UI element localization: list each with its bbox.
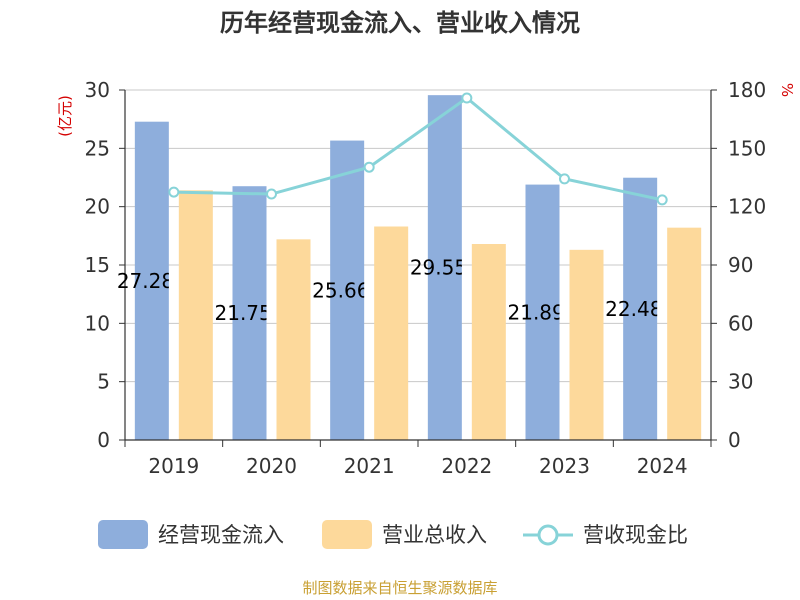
line-point [559, 173, 570, 185]
y-right-tick-label: 0 [728, 428, 741, 452]
value-label: 29.558 [410, 256, 480, 280]
y-left-tick-label: 0 [97, 428, 110, 452]
y-right-tick-label: 150 [728, 136, 766, 160]
line-point [363, 161, 375, 173]
bar-series-1 [330, 140, 365, 440]
y-left-unit-label: (亿元) [56, 95, 74, 137]
value-label: 21.753 [215, 301, 285, 325]
x-tick-label: 2020 [246, 454, 297, 478]
line-point [656, 194, 668, 206]
line-layer [168, 92, 668, 206]
x-tick-label: 2024 [637, 454, 688, 478]
y-right-tick-label: 120 [728, 195, 766, 219]
legend: 经营现金流入 营业总收入 营收现金比 [98, 520, 688, 549]
bar-series-1 [623, 177, 658, 440]
y-right-tick-label: 30 [728, 370, 753, 394]
x-tick-label: 2022 [441, 454, 492, 478]
legend-swatch-series-2 [322, 520, 372, 549]
source-note: 制图数据来自恒生聚源数据库 [302, 579, 497, 597]
legend-item-series-3[interactable]: 营收现金比 [523, 523, 688, 547]
y-left-tick-label: 30 [85, 78, 110, 102]
line-point [266, 188, 277, 200]
x-tick-label: 2021 [344, 454, 395, 478]
bar-series-2 [178, 190, 213, 440]
bar-series-2 [569, 249, 604, 440]
y-right-unit-label: % [778, 83, 796, 97]
y-right-tick-label: 60 [728, 311, 753, 335]
legend-item-series-2[interactable]: 营业总收入 [322, 520, 487, 549]
value-label: 21.892 [508, 300, 578, 324]
chart-title: 历年经营现金流入、营业收入情况 [220, 9, 580, 37]
line-point [168, 186, 180, 198]
y-left-tick-label: 10 [85, 311, 110, 335]
y-left-tick-label: 15 [85, 253, 110, 277]
y-left-tick-label: 20 [85, 195, 110, 219]
bar-series-1 [525, 184, 560, 440]
bar-series-2 [374, 226, 409, 440]
legend-label-series-1: 经营现金流入 [158, 523, 284, 547]
x-tick-label: 2023 [539, 454, 590, 478]
bar-series-1 [134, 121, 169, 440]
bar-series-2 [276, 239, 311, 440]
value-label: 27.283 [117, 269, 187, 293]
value-label: 22.482 [605, 297, 675, 321]
bars-layer [134, 95, 702, 440]
line-series-3 [173, 96, 663, 202]
bar-series-2 [471, 244, 506, 440]
legend-label-series-3: 营收现金比 [583, 523, 688, 547]
legend-label-series-2: 营业总收入 [382, 523, 487, 547]
bar-series-2 [667, 227, 702, 440]
legend-marker-series-3 [537, 524, 559, 546]
grid-lines [125, 89, 711, 383]
line-point [461, 92, 473, 104]
bar-series-1 [427, 95, 462, 440]
y-left-tick-label: 25 [85, 136, 110, 160]
value-labels-layer: 27.283 21.753 25.665 29.558 21.892 22.482 [117, 256, 675, 326]
y-right-tick-label: 90 [728, 253, 753, 277]
value-label: 25.665 [312, 278, 382, 302]
legend-item-series-1[interactable]: 经营现金流入 [98, 520, 284, 549]
legend-swatch-series-1 [98, 520, 148, 549]
axes-layer: 0 5 10 15 20 25 30 0 30 60 90 120 150 180 2019 2020 2021… [85, 78, 767, 478]
y-right-tick-label: 180 [728, 78, 766, 102]
x-tick-label: 2019 [148, 454, 199, 478]
y-left-tick-label: 5 [97, 370, 110, 394]
bar-series-1 [232, 186, 267, 440]
